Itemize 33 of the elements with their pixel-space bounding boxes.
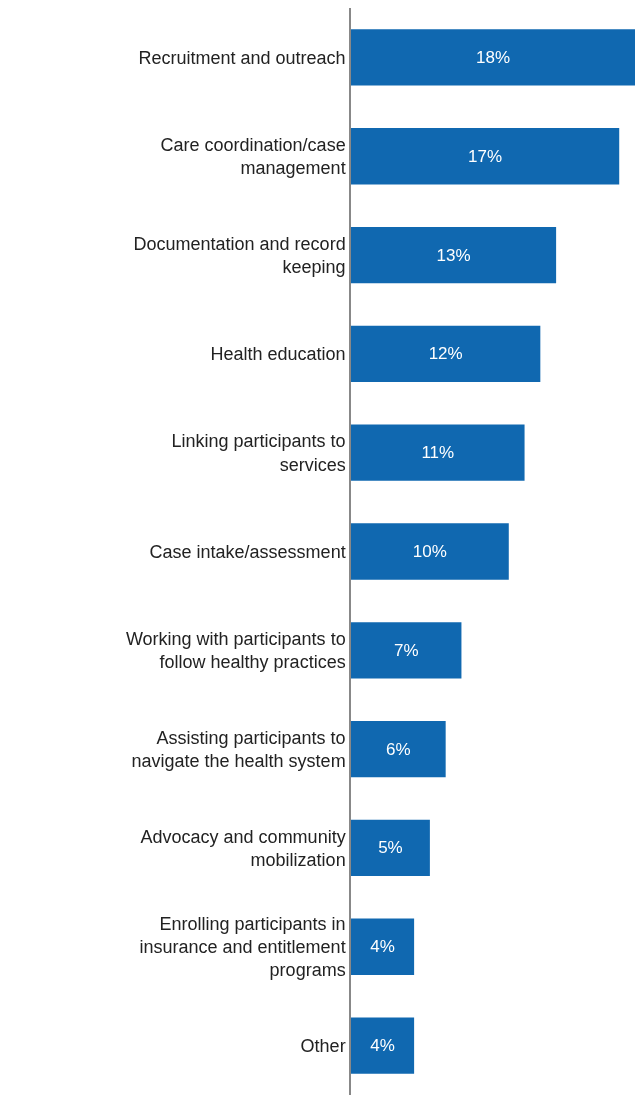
bar [351,622,462,679]
data-label: 10% [412,542,447,561]
bar [351,128,620,185]
data-label: 17% [468,146,503,166]
data-label: 6% [386,739,411,759]
bar [351,1017,415,1074]
y-tick-label: Assisting participants to navigate the health system [131,727,346,772]
y-tick-label: Health education [210,344,346,365]
bar [351,29,635,86]
bar [351,523,509,580]
y-tick-label: Case intake/assessment [149,541,346,562]
bar [351,226,557,284]
bar [351,424,525,481]
y-tick-label: Documentation and record keeping [133,233,346,278]
data-label: 7% [393,640,419,660]
y-tick-label: Working with participants to follow healthy practices [125,628,346,673]
y-tick-label: Other [300,1035,346,1056]
data-label: 4% [370,1036,395,1056]
data-label: 12% [428,344,463,364]
y-tick-label: Linking participants to services [171,431,346,475]
y-tick-label: Care coordination/case management [160,134,346,179]
data-label: 4% [370,937,395,957]
data-label: 11% [421,443,455,463]
bar [351,325,541,383]
bar [351,819,430,877]
y-tick-label: Recruitment and outreach [138,47,346,68]
data-label: 5% [378,838,403,858]
data-label: 18% [475,47,511,67]
bar [351,918,415,975]
data-label: 13% [436,245,471,265]
bar [351,720,446,778]
y-tick-label: Enrolling participants in insurance and entitlement programs [139,913,346,981]
y-tick-label: Advocacy and community mobilization [140,826,346,870]
